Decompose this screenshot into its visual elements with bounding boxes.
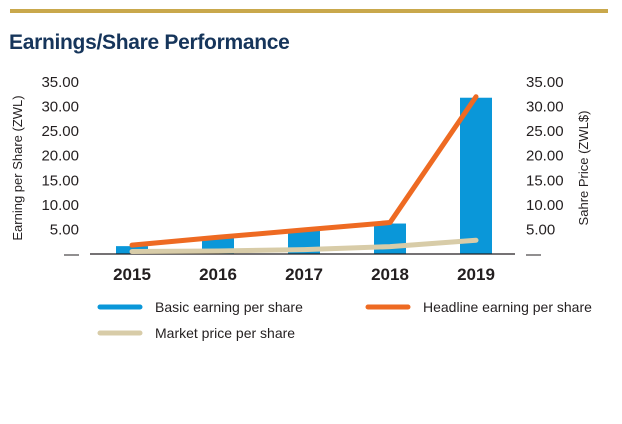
legend-basic-eps-label: Basic earning per share [155, 299, 303, 315]
y-tick-label: 15.00 [41, 172, 79, 189]
y2-tick-label: 30.00 [526, 99, 564, 116]
legend-headline-eps-label: Headline earning per share [423, 299, 592, 315]
line-headline-eps [129, 94, 479, 248]
x-tick-label: 2019 [457, 265, 495, 284]
line-market-price [129, 237, 479, 255]
y-tick-label: 35.00 [41, 74, 79, 91]
y2-tick-label: 5.00 [526, 221, 555, 238]
y2-tick-label: 15.00 [526, 172, 564, 189]
y2-tick-label: 20.00 [526, 148, 564, 165]
top-rule [10, 9, 608, 13]
y-tick-label: 30.00 [41, 99, 79, 116]
y-tick-label: 5.00 [50, 221, 79, 238]
y-tick-label: 10.00 [41, 197, 79, 214]
y-tick-label: 25.00 [41, 123, 79, 140]
y2-tick-label: 35.00 [526, 74, 564, 91]
bar-basic-eps [460, 97, 492, 255]
x-tick-label: 2015 [113, 265, 151, 284]
y2-tick-label: — [526, 246, 541, 263]
x-tick-label: 2017 [285, 265, 323, 284]
y2-tick-label: 10.00 [526, 197, 564, 214]
legend-market-price-label: Market price per share [155, 325, 295, 341]
y2-axis-label: Sahre Price (ZWL$) [576, 111, 591, 226]
y-axis-label: Earning per Share (ZWL) [10, 95, 25, 240]
y-tick-label: 20.00 [41, 148, 79, 165]
x-tick-label: 2018 [371, 265, 409, 284]
x-tick-label: 2016 [199, 265, 237, 284]
page-title: Earnings/Share Performance [9, 31, 290, 54]
y-tick-label: — [64, 246, 79, 263]
y2-tick-label: 25.00 [526, 123, 564, 140]
